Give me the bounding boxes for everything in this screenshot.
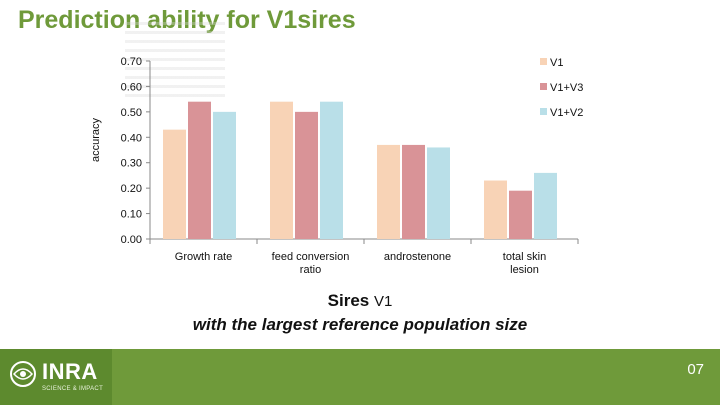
y-tick-label: 0.00	[121, 234, 142, 246]
logo-tagline: SCIENCE & IMPACT	[42, 386, 104, 392]
footer-logo-panel: INRA SCIENCE & IMPACT	[0, 349, 112, 405]
y-tick-label: 0.10	[121, 209, 142, 221]
y-tick-label: 0.20	[121, 183, 142, 195]
legend-swatch-v1	[540, 58, 547, 65]
bar-v1-3	[484, 180, 507, 239]
bar-v1-v2-0	[213, 111, 236, 239]
y-axis-title: accuracy	[90, 117, 102, 162]
footer-bar: INRA SCIENCE & IMPACT 07	[0, 349, 720, 405]
legend-label: V1	[550, 57, 563, 69]
legend-label: V1+V2	[550, 107, 583, 119]
y-tick-label: 0.30	[121, 158, 142, 170]
bar-v1-v2-1	[320, 101, 343, 239]
bar-v1-1	[270, 101, 293, 239]
bar-v1-v3-3	[509, 190, 532, 239]
caption-main: Sires	[327, 291, 374, 310]
page-number: 07	[687, 361, 704, 378]
caption-sub: V1	[373, 293, 393, 310]
y-tick-label: 0.60	[121, 81, 142, 93]
y-tick-label: 0.50	[121, 107, 142, 119]
x-category-label: total skin lesion	[503, 251, 546, 276]
y-tick-label: 0.40	[121, 132, 142, 144]
bar-v1-v3-0	[188, 101, 211, 239]
slide-title: Prediction ability for V1sires	[18, 6, 356, 34]
bar-v1-0	[163, 129, 186, 239]
caption-line-1: Sires V1	[0, 291, 720, 311]
x-category-label: androstenone	[384, 251, 451, 263]
x-category-label: feed conversion ratio	[272, 251, 350, 276]
x-category-label: Growth rate	[175, 251, 232, 263]
bar-chart: 0.00 0.10 0.20 0.30 0.40 0.50 0.60 0.70 accuracy…	[90, 56, 583, 276]
legend-swatch-v1-v2	[540, 108, 547, 115]
bar-v1-v3-1	[295, 111, 318, 239]
legend-label: V1+V3	[550, 82, 583, 94]
bar-v1-v2-3	[534, 172, 557, 239]
legend-swatch-v1-v3	[540, 83, 547, 90]
bar-v1-v3-2	[402, 144, 425, 239]
bar-v1-v2-2	[427, 147, 450, 239]
y-tick-label: 0.70	[121, 56, 142, 68]
bar-v1-2	[377, 144, 400, 239]
inra-logo: INRA SCIENCE & IMPACT	[8, 357, 108, 401]
inra-logo-icon	[10, 361, 36, 387]
background-watermark	[125, 22, 225, 102]
caption-line-2: with the largest reference population si…	[192, 315, 528, 334]
logo-text: INRA	[42, 359, 98, 384]
